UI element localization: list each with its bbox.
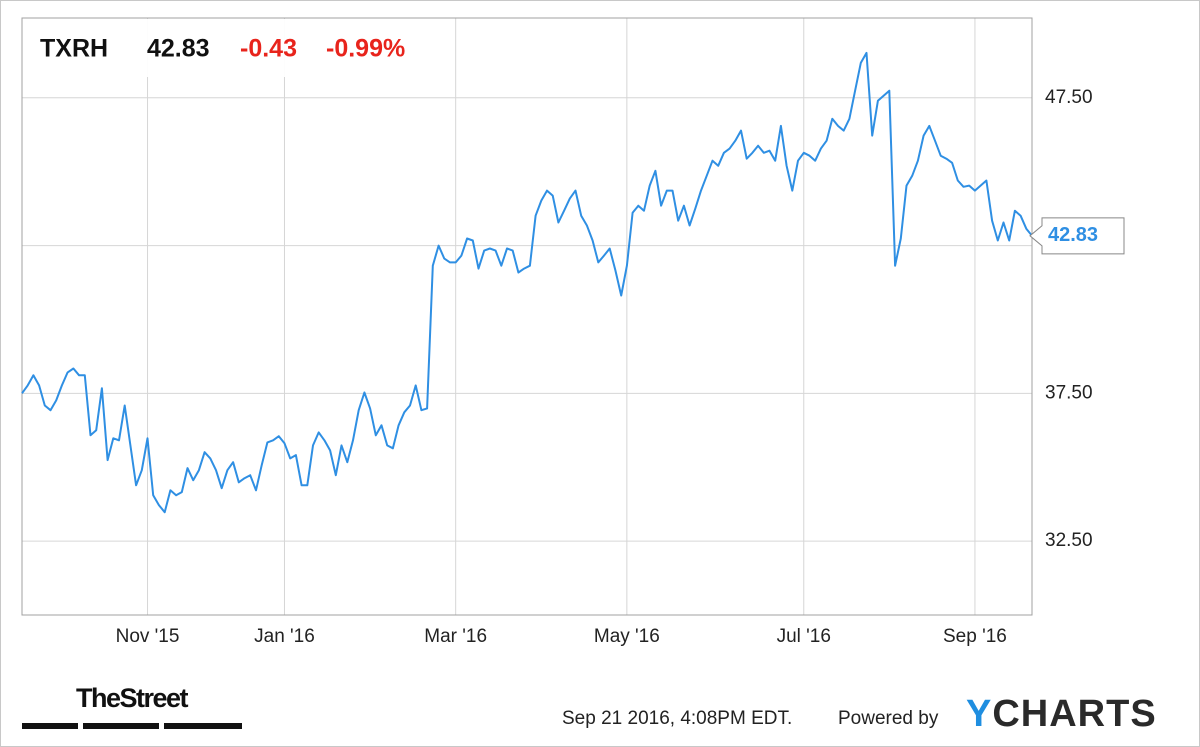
x-tick-label: Mar '16 [424,626,487,647]
header-box [23,19,440,77]
x-tick-label: Jan '16 [254,626,315,647]
grid-layer [22,18,1032,615]
plot-border [21,17,1033,616]
last-value-box [1029,217,1125,255]
thestreet-logo: TheStreet [76,683,189,713]
logo-bar [164,723,242,729]
powered-by: Powered by [838,708,939,729]
change-pct: -0.99% [326,35,405,63]
y-tick-label: 37.50 [1045,382,1093,403]
ycharts-logo: YCHARTS [966,693,1157,735]
y-tick-label: 47.50 [1045,87,1093,108]
change: -0.43 [240,35,297,63]
price-line [21,51,1033,514]
x-tick-label: Sep '16 [943,626,1007,647]
logo-bar [83,723,159,729]
price: 42.83 [147,35,210,63]
logo-bar [22,723,78,729]
y-tick-label: 32.50 [1045,530,1093,551]
plot-layer [21,51,1033,514]
x-tick-label: May '16 [594,626,660,647]
x-tick-label: Nov '15 [116,626,180,647]
last-value-label: 42.83 [1048,224,1098,246]
x-tick-label: Jul '16 [777,626,831,647]
logo-bars [22,723,242,729]
timestamp: Sep 21 2016, 4:08PM EDT. [562,708,793,729]
ticker: TXRH [40,35,108,63]
